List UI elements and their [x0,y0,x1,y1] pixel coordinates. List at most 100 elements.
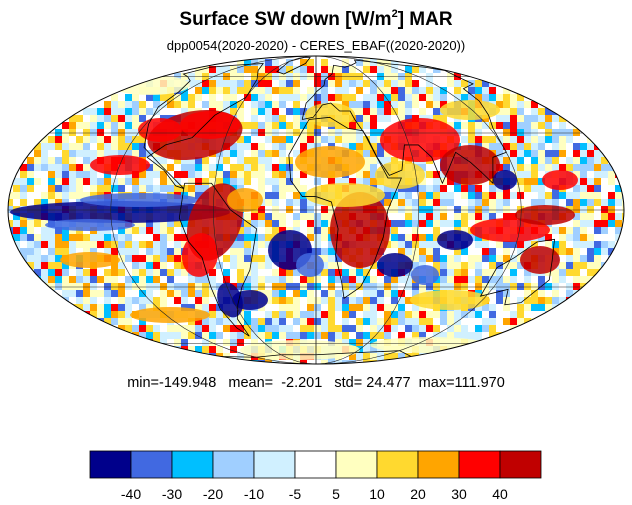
field-cell [531,171,539,179]
field-cell [559,290,567,298]
field-cell [265,66,273,74]
field-cell [237,332,245,340]
field-cell [447,269,455,277]
field-cell [468,192,476,200]
field-cell [286,199,294,207]
field-cell [440,220,448,228]
field-cell [160,101,168,109]
colorbar-box [89,450,132,479]
field-cell [265,325,273,333]
field-cell [587,164,595,172]
field-cell [559,157,567,165]
field-cell [482,136,490,144]
field-cell [510,262,518,270]
field-cell [566,262,574,270]
field-cell [230,178,238,186]
field-cell [384,276,392,284]
field-cell [293,101,301,109]
max-label: max= [418,375,455,391]
field-cell [363,297,371,305]
field-cell [195,171,203,179]
field-cell [195,332,203,340]
field-cell [608,227,616,235]
field-cell [167,269,175,277]
field-cell [566,199,574,207]
field-cell [293,59,301,67]
field-cell [90,143,98,151]
field-cell [447,213,455,221]
field-cell [230,262,238,270]
field-cell [580,185,588,193]
field-cell [328,213,336,221]
field-cell [62,248,70,256]
field-cell [419,241,427,249]
field-cell [349,276,357,284]
field-cell [209,87,217,95]
field-cell [111,150,119,158]
field-cell [405,199,413,207]
field-cell [139,234,147,242]
field-cell [223,87,231,95]
field-cell [328,80,336,88]
field-cell [566,241,574,249]
field-cell [195,325,203,333]
field-cell [55,262,63,270]
field-cell [461,311,469,319]
field-cell [349,311,357,319]
field-cell [594,255,602,263]
field-cell [545,122,553,130]
field-cell [181,339,189,347]
field-cell [384,332,392,340]
field-cell [307,199,315,207]
field-cell [76,241,84,249]
std-label: std= [334,375,363,391]
field-cell [475,199,483,207]
field-cell [48,192,56,200]
field-cell [440,213,448,221]
field-cell [412,185,420,193]
field-cell [244,157,252,165]
field-cell [111,94,119,102]
field-cell [244,115,252,123]
field-cell [342,66,350,74]
field-cell [174,255,182,263]
field-cell [419,234,427,242]
field-cell [118,276,126,284]
field-cell [237,325,245,333]
field-cell [405,318,413,326]
field-cell [321,269,329,277]
field-cell [398,220,406,228]
field-cell [251,220,259,228]
field-cell [244,143,252,151]
field-cell [517,150,525,158]
field-cell [552,269,560,277]
field-cell [48,185,56,193]
field-cell [538,136,546,144]
field-cell [223,269,231,277]
field-cell [41,192,49,200]
field-cell [55,171,63,179]
field-cell [90,290,98,298]
field-cell [405,269,413,277]
field-cell [97,150,105,158]
field-cell [34,234,42,242]
field-cell [426,325,434,333]
field-cell [300,178,308,186]
field-cell [202,101,210,109]
field-cell [48,276,56,284]
field-cell [293,94,301,102]
field-cell [489,255,497,263]
field-cell [580,269,588,277]
field-cell [97,276,105,284]
field-cell [321,80,329,88]
field-cell [447,325,455,333]
field-cell [41,255,49,263]
field-cell [482,115,490,123]
field-cell [468,269,476,277]
field-cell [167,297,175,305]
field-cell [188,80,196,88]
field-cell [244,276,252,284]
field-cell [496,115,504,123]
field-cell [174,276,182,284]
field-cell [279,164,287,172]
